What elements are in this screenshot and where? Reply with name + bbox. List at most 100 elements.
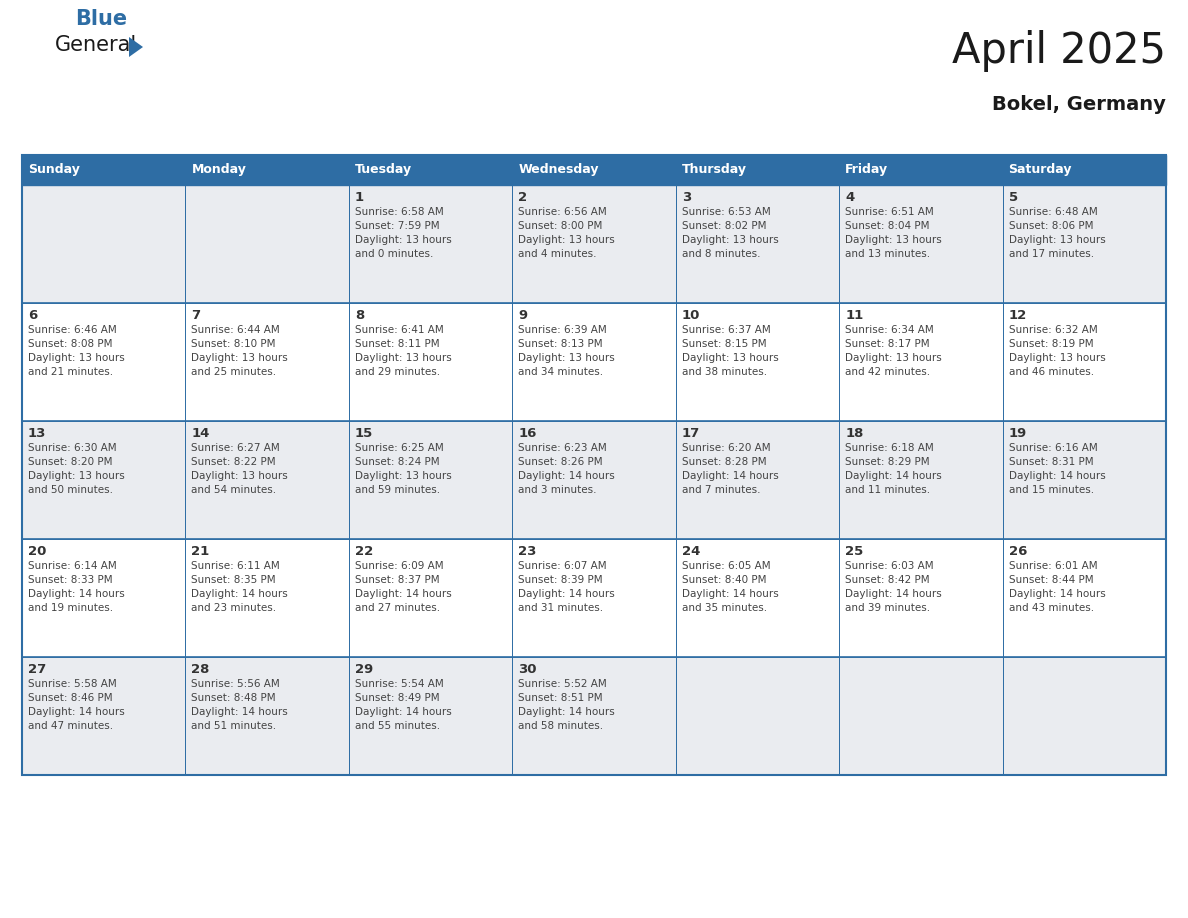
Text: and 39 minutes.: and 39 minutes. [845,603,930,613]
Bar [1003,421,1165,539]
Text: Sunset: 8:42 PM: Sunset: 8:42 PM [845,575,930,585]
Text: Daylight: 13 hours: Daylight: 13 hours [845,353,942,363]
Text: and 51 minutes.: and 51 minutes. [191,721,277,731]
Bar [185,185,349,303]
Text: Sunset: 8:44 PM: Sunset: 8:44 PM [1009,575,1093,585]
Text: Sunrise: 6:23 AM: Sunrise: 6:23 AM [518,443,607,453]
Text: and 31 minutes.: and 31 minutes. [518,603,604,613]
Text: Daylight: 14 hours: Daylight: 14 hours [1009,471,1105,481]
Text: and 47 minutes.: and 47 minutes. [29,721,113,731]
Text: and 29 minutes.: and 29 minutes. [355,367,440,377]
Text: Sunset: 8:48 PM: Sunset: 8:48 PM [191,693,276,703]
Text: Monday: Monday [191,163,246,176]
Text: Daylight: 13 hours: Daylight: 13 hours [29,353,125,363]
Bar [512,185,676,303]
Text: and 19 minutes.: and 19 minutes. [29,603,113,613]
Text: Sunrise: 5:54 AM: Sunrise: 5:54 AM [355,679,443,689]
Text: Sunset: 8:19 PM: Sunset: 8:19 PM [1009,339,1093,349]
Text: Sunrise: 6:46 AM: Sunrise: 6:46 AM [29,325,116,335]
Text: 15: 15 [355,427,373,440]
Text: 12: 12 [1009,309,1026,322]
Text: Sunrise: 6:51 AM: Sunrise: 6:51 AM [845,207,934,217]
Text: Daylight: 13 hours: Daylight: 13 hours [29,471,125,481]
Text: Tuesday: Tuesday [355,163,412,176]
Text: Sunset: 8:35 PM: Sunset: 8:35 PM [191,575,276,585]
Bar [676,421,839,539]
Text: Daylight: 14 hours: Daylight: 14 hours [845,471,942,481]
Text: 6: 6 [29,309,37,322]
Text: Daylight: 14 hours: Daylight: 14 hours [355,707,451,717]
Text: 5: 5 [1009,191,1018,204]
Text: Sunset: 8:00 PM: Sunset: 8:00 PM [518,221,602,231]
Text: Daylight: 14 hours: Daylight: 14 hours [191,589,289,599]
Text: and 38 minutes.: and 38 minutes. [682,367,766,377]
Text: Daylight: 13 hours: Daylight: 13 hours [518,353,615,363]
Text: Daylight: 13 hours: Daylight: 13 hours [355,235,451,245]
Bar [839,421,1003,539]
Text: Daylight: 13 hours: Daylight: 13 hours [845,235,942,245]
Text: Sunset: 8:31 PM: Sunset: 8:31 PM [1009,457,1093,467]
Bar [185,539,349,657]
Text: and 43 minutes.: and 43 minutes. [1009,603,1094,613]
Text: Sunrise: 5:58 AM: Sunrise: 5:58 AM [29,679,116,689]
Bar [512,421,676,539]
Bar [23,303,185,421]
Bar [1003,185,1165,303]
Text: Bokel, Germany: Bokel, Germany [992,95,1165,114]
Bar [23,155,1165,775]
Text: Daylight: 14 hours: Daylight: 14 hours [518,471,615,481]
Text: Daylight: 14 hours: Daylight: 14 hours [29,589,125,599]
Text: Sunset: 8:11 PM: Sunset: 8:11 PM [355,339,440,349]
Text: Daylight: 13 hours: Daylight: 13 hours [682,353,778,363]
Text: Sunrise: 6:53 AM: Sunrise: 6:53 AM [682,207,771,217]
Text: Thursday: Thursday [682,163,747,176]
Bar [676,303,839,421]
Text: 20: 20 [29,545,46,558]
Text: Sunset: 8:49 PM: Sunset: 8:49 PM [355,693,440,703]
Text: and 42 minutes.: and 42 minutes. [845,367,930,377]
Text: April 2025: April 2025 [952,30,1165,72]
Text: Sunrise: 6:30 AM: Sunrise: 6:30 AM [29,443,116,453]
Text: 13: 13 [29,427,46,440]
Text: Sunrise: 5:52 AM: Sunrise: 5:52 AM [518,679,607,689]
Bar [1003,657,1165,775]
Text: Sunset: 8:15 PM: Sunset: 8:15 PM [682,339,766,349]
Text: and 50 minutes.: and 50 minutes. [29,485,113,495]
Text: Sunset: 8:06 PM: Sunset: 8:06 PM [1009,221,1093,231]
Text: and 4 minutes.: and 4 minutes. [518,249,596,259]
Text: Sunrise: 6:14 AM: Sunrise: 6:14 AM [29,561,116,571]
Bar [676,185,839,303]
Bar [512,539,676,657]
Text: and 46 minutes.: and 46 minutes. [1009,367,1094,377]
Text: Sunset: 8:20 PM: Sunset: 8:20 PM [29,457,113,467]
Bar [349,185,512,303]
Text: Daylight: 13 hours: Daylight: 13 hours [1009,353,1105,363]
Bar [676,539,839,657]
Text: Daylight: 14 hours: Daylight: 14 hours [682,471,778,481]
Bar [1003,539,1165,657]
Text: Sunset: 8:26 PM: Sunset: 8:26 PM [518,457,604,467]
Text: Sunset: 8:17 PM: Sunset: 8:17 PM [845,339,930,349]
Text: and 7 minutes.: and 7 minutes. [682,485,760,495]
Text: 3: 3 [682,191,691,204]
Text: and 23 minutes.: and 23 minutes. [191,603,277,613]
Text: 24: 24 [682,545,700,558]
Text: Sunset: 8:51 PM: Sunset: 8:51 PM [518,693,604,703]
Text: 10: 10 [682,309,700,322]
Text: Sunrise: 6:27 AM: Sunrise: 6:27 AM [191,443,280,453]
Text: Sunset: 8:04 PM: Sunset: 8:04 PM [845,221,930,231]
Text: and 15 minutes.: and 15 minutes. [1009,485,1094,495]
Text: Sunset: 8:10 PM: Sunset: 8:10 PM [191,339,276,349]
Text: Sunrise: 6:58 AM: Sunrise: 6:58 AM [355,207,443,217]
Text: Daylight: 13 hours: Daylight: 13 hours [682,235,778,245]
Text: Sunrise: 6:37 AM: Sunrise: 6:37 AM [682,325,771,335]
Text: Wednesday: Wednesday [518,163,599,176]
Text: Sunrise: 6:48 AM: Sunrise: 6:48 AM [1009,207,1098,217]
Text: 19: 19 [1009,427,1026,440]
Text: Daylight: 14 hours: Daylight: 14 hours [191,707,289,717]
Bar [349,657,512,775]
Bar [839,657,1003,775]
Text: and 21 minutes.: and 21 minutes. [29,367,113,377]
Bar [23,539,185,657]
Text: Sunrise: 6:25 AM: Sunrise: 6:25 AM [355,443,443,453]
